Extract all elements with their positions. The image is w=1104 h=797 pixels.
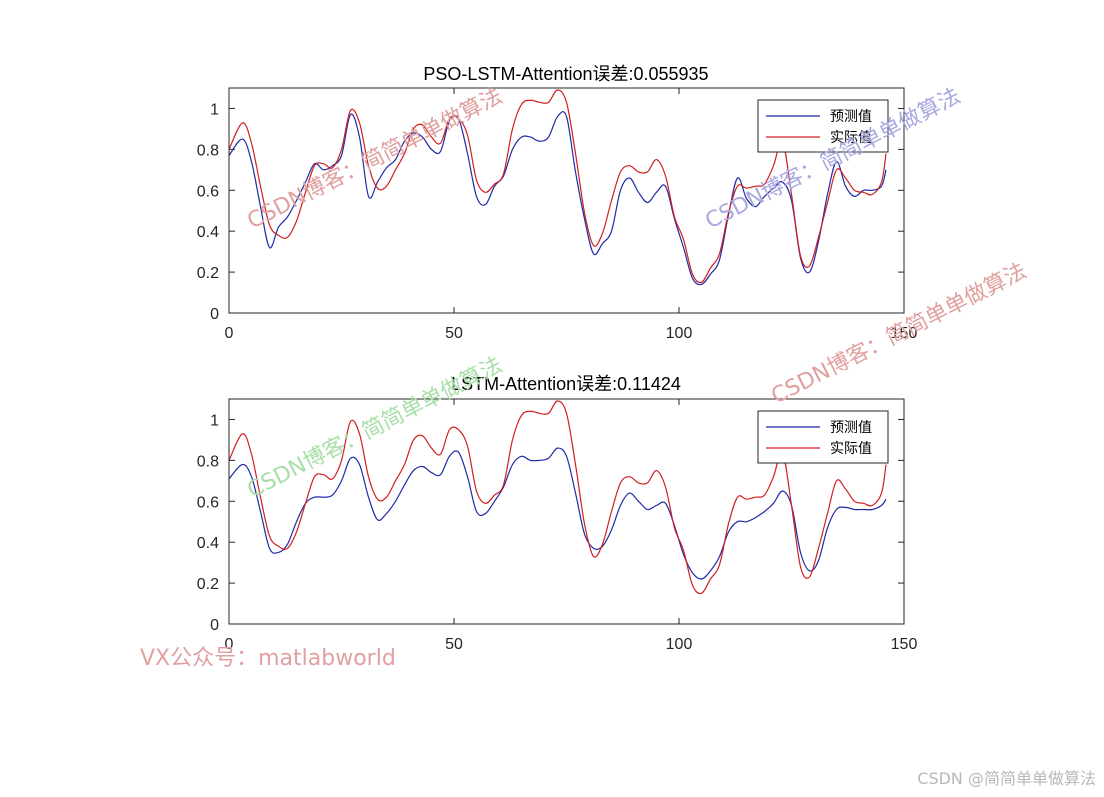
y-tick-label: 0 <box>210 306 219 323</box>
series-line-predicted <box>229 447 887 580</box>
x-tick-label: 150 <box>891 325 918 342</box>
top-subplot: PSO-LSTM-Attention误差:0.055935 0 0.2 0.4 0.6… <box>197 64 918 342</box>
y-tick-label: 1 <box>210 101 219 118</box>
x-tick-label: 100 <box>666 325 693 342</box>
y-tick-label: 0.4 <box>197 224 219 241</box>
top-x-ticks: 0 50 100 150 <box>225 88 918 342</box>
y-tick-label: 0.8 <box>197 142 219 159</box>
top-chart-title: PSO-LSTM-Attention误差:0.055935 <box>423 64 708 84</box>
bottom-chart-title: LSTM-Attention误差:0.11424 <box>451 374 681 394</box>
y-tick-label: 0.6 <box>197 494 219 511</box>
bottom-x-ticks: 0 50 100 150 <box>225 399 918 653</box>
x-tick-label: 150 <box>891 636 918 653</box>
legend-box <box>757 99 889 153</box>
top-axes-box <box>228 87 905 314</box>
y-tick-label: 0 <box>210 617 219 634</box>
bottom-subplot: LSTM-Attention误差:0.11424 00.20.40.60.81 … <box>197 374 918 653</box>
x-tick-label: 0 <box>225 325 234 342</box>
legend-label: 实际值 <box>830 130 872 146</box>
legend-label: 实际值 <box>830 441 872 457</box>
x-tick-label: 0 <box>225 636 234 653</box>
y-tick-label: 0.2 <box>197 576 219 593</box>
bottom-y-ticks: 0 0.2 0.4 0.6 0.8 1 <box>197 412 904 634</box>
series-line-predicted <box>229 111 887 286</box>
x-tick-label: 100 <box>666 636 693 653</box>
y-tick-label: 0.6 <box>197 183 219 200</box>
x-tick-label: 50 <box>445 636 463 653</box>
y-tick-label: 0.8 <box>197 453 219 470</box>
footer-credit: CSDN @简简单单做算法 <box>917 769 1096 788</box>
y-tick-label: 0.2 <box>197 265 219 282</box>
legend-label: 预测值 <box>830 420 872 436</box>
legend-box <box>757 410 889 464</box>
bottom-axes-box <box>228 398 905 625</box>
y-tick-label: 0.4 <box>197 535 219 552</box>
top-y-ticks: 0 0.2 0.4 0.6 0.8 1 <box>197 101 904 323</box>
legend-label: 预测值 <box>830 109 872 125</box>
y-tick-label: 1 <box>210 412 219 429</box>
x-tick-label: 50 <box>445 325 463 342</box>
